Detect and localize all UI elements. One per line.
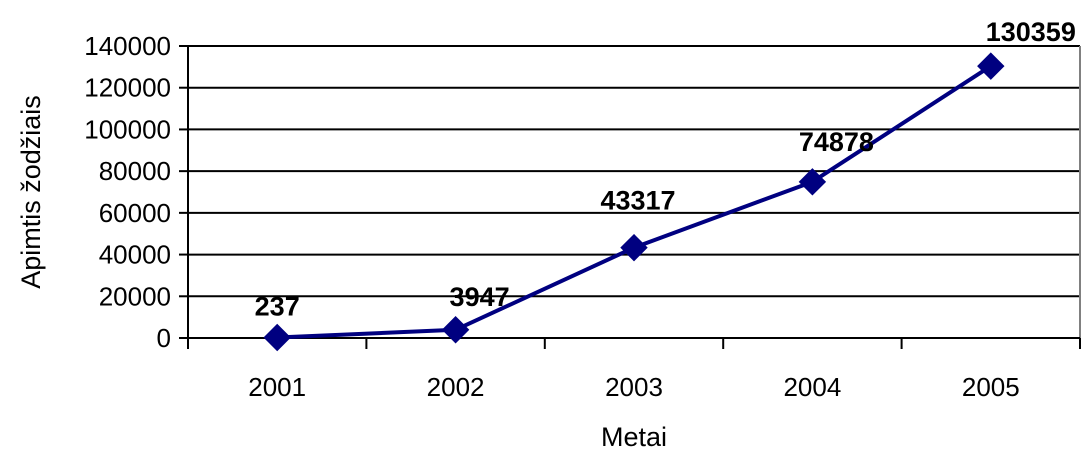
y-tick-label: 40000: [99, 240, 171, 270]
y-tick-label: 140000: [84, 31, 171, 61]
axes: [179, 45, 1081, 349]
y-axis-title: Apimtis žodžiais: [16, 95, 46, 289]
x-tick-label: 2005: [962, 372, 1020, 402]
x-tick-label: 2001: [248, 372, 306, 402]
y-tick-label: 0: [157, 323, 171, 353]
y-tick-label: 60000: [99, 198, 171, 228]
data-point-marker: [620, 233, 648, 262]
y-tick-label: 100000: [84, 114, 171, 144]
data-label: 3947: [450, 282, 510, 312]
x-axis-title: Metai: [601, 422, 667, 450]
data-point-marker: [263, 323, 291, 352]
data-point-marker: [798, 168, 827, 196]
series-group: [263, 52, 1005, 352]
data-label: 130359: [986, 17, 1076, 47]
data-point-marker: [441, 316, 470, 344]
y-tick-label: 80000: [99, 156, 171, 186]
x-tick-label: 2002: [427, 372, 485, 402]
y-tick-labels: 0 20000 40000 60000 80000 100000 120000 140000: [84, 31, 171, 353]
data-label: 237: [255, 292, 300, 322]
x-tick-label: 2003: [605, 372, 663, 402]
y-tick-label: 120000: [84, 73, 171, 103]
data-label: 43317: [600, 186, 675, 216]
data-label: 74878: [799, 127, 874, 157]
x-tick-labels: 2001 2002 2003 2004 2005: [248, 372, 1019, 402]
data-labels: 237 3947 43317 74878 130359: [255, 17, 1076, 321]
data-point-marker: [977, 52, 1005, 80]
x-tick-label: 2004: [783, 372, 841, 402]
y-tick-label: 20000: [99, 281, 171, 311]
gridlines: [188, 45, 1080, 298]
